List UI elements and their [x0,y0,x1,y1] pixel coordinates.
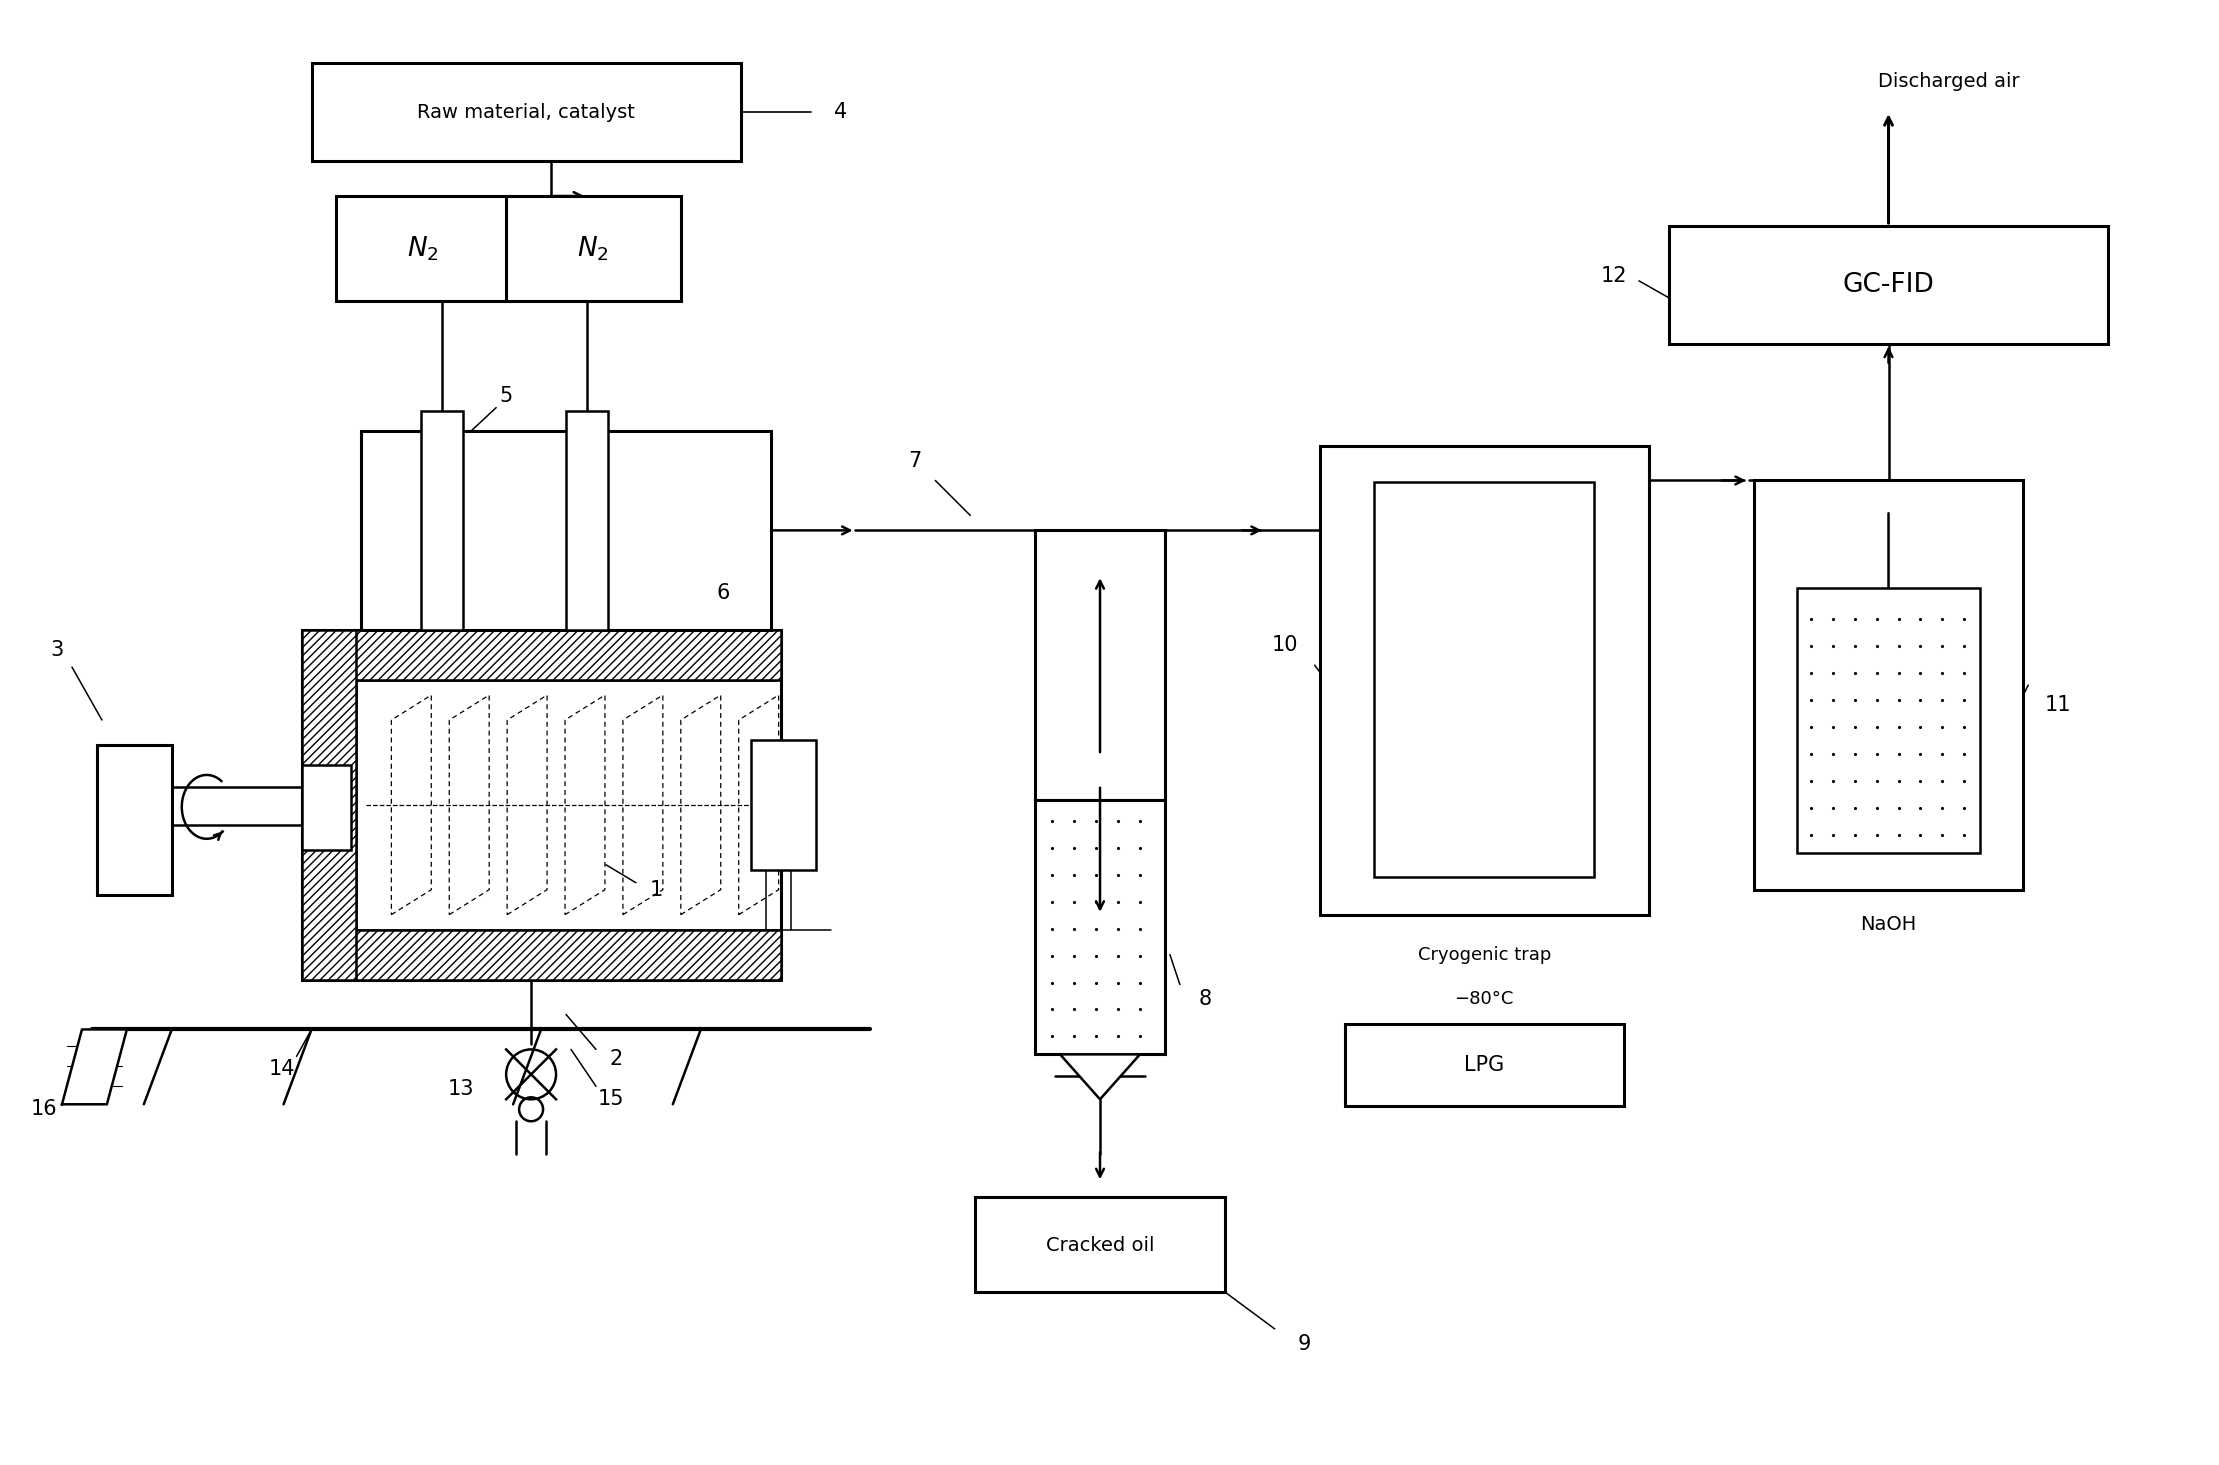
Text: 9: 9 [1298,1333,1311,1354]
Bar [1753,481,2024,889]
Polygon shape [62,1030,126,1105]
Text: 13: 13 [448,1080,475,1099]
Bar [1669,226,2108,344]
Text: LPG: LPG [1465,1055,1504,1075]
Bar [976,1197,1225,1292]
Bar [566,410,608,630]
Text: 6: 6 [717,583,730,604]
Text: Discharged air: Discharged air [1877,72,2019,91]
Text: 14: 14 [268,1059,295,1080]
Text: 5: 5 [499,385,513,406]
Polygon shape [1061,1055,1141,1099]
Bar [1374,482,1593,876]
Text: 11: 11 [2046,694,2073,715]
Bar [98,746,171,895]
Bar [302,765,351,850]
Text: 15: 15 [597,1090,624,1109]
Text: Cracked oil: Cracked oil [1045,1235,1154,1254]
Text: $N_2$: $N_2$ [408,234,439,264]
Bar [506,196,681,300]
Text: Cryogenic trap: Cryogenic trap [1418,945,1551,964]
Text: 7: 7 [910,451,921,470]
Text: 1: 1 [650,879,663,900]
Bar [362,431,770,630]
Text: 3: 3 [51,640,64,661]
Bar [422,410,464,630]
Bar [1034,800,1165,1055]
Bar [1320,445,1649,914]
Text: GC-FID: GC-FID [1842,272,1935,297]
Bar [302,630,781,680]
Bar [1034,530,1165,800]
Text: NaOH: NaOH [1860,916,1917,935]
Text: 8: 8 [1198,989,1212,1009]
Bar [1797,589,1979,853]
Bar [1345,1024,1624,1106]
Bar [337,196,510,300]
Text: 4: 4 [834,103,848,122]
Text: 12: 12 [1600,265,1627,286]
Text: 10: 10 [1271,636,1298,655]
Text: 16: 16 [31,1099,58,1119]
Text: −80°C: −80°C [1456,990,1513,1008]
Text: $N_2$: $N_2$ [577,234,608,264]
Text: 2: 2 [610,1049,624,1069]
Bar [750,740,817,870]
Bar [302,930,781,980]
Bar [311,63,741,161]
Bar [302,630,357,980]
Text: Raw material, catalyst: Raw material, catalyst [417,103,635,122]
